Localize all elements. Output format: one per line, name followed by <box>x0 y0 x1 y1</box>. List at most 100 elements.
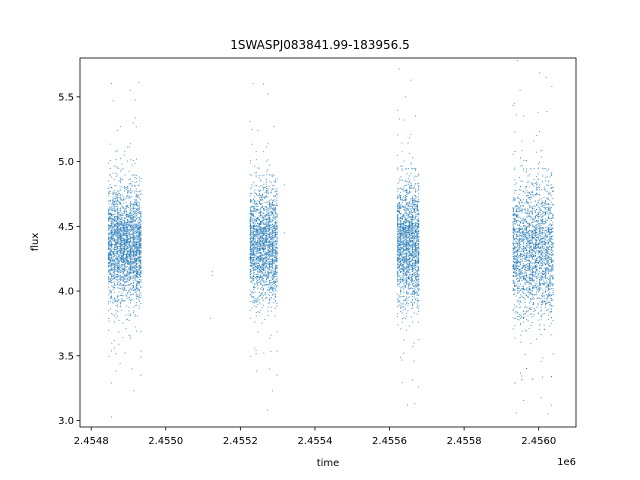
data-point <box>254 263 256 265</box>
data-point <box>114 260 116 262</box>
data-point <box>111 263 113 265</box>
data-point <box>260 197 262 199</box>
data-point <box>273 188 275 190</box>
data-point <box>138 219 140 221</box>
data-point <box>251 244 253 246</box>
data-point <box>266 185 268 187</box>
data-point <box>261 227 263 229</box>
data-point <box>267 274 269 276</box>
data-point <box>261 249 263 251</box>
data-point <box>254 302 256 304</box>
data-point <box>266 265 268 267</box>
data-point <box>124 224 126 226</box>
data-point <box>108 300 110 302</box>
data-point <box>135 226 137 228</box>
data-point <box>125 206 127 208</box>
data-point <box>271 201 273 203</box>
data-point <box>261 257 263 259</box>
data-point <box>250 270 252 272</box>
data-point <box>111 342 113 344</box>
data-point <box>110 296 112 298</box>
data-point <box>135 200 137 202</box>
data-point <box>263 244 265 246</box>
data-point <box>136 238 138 240</box>
data-point <box>109 213 111 215</box>
data-point <box>268 204 270 206</box>
data-point <box>140 266 142 268</box>
data-point <box>109 208 111 210</box>
data-point <box>410 197 412 199</box>
data-point <box>274 289 276 291</box>
data-point <box>119 235 121 237</box>
data-point <box>260 244 262 246</box>
data-point <box>115 370 117 372</box>
data-point <box>122 227 124 229</box>
data-point <box>118 217 120 219</box>
data-point <box>125 214 127 216</box>
data-point <box>255 233 257 235</box>
data-point <box>266 230 268 232</box>
data-point <box>117 263 119 265</box>
data-point <box>108 259 110 261</box>
data-point <box>109 264 111 266</box>
data-point <box>261 236 263 238</box>
data-point <box>258 186 260 188</box>
data-point <box>276 290 278 292</box>
data-point <box>255 262 257 264</box>
data-point <box>117 209 119 211</box>
data-point <box>121 220 123 222</box>
data-point <box>274 205 276 207</box>
data-point <box>134 213 136 215</box>
data-point <box>118 250 120 252</box>
data-point <box>254 255 256 257</box>
data-point <box>256 205 258 207</box>
data-point <box>118 343 120 345</box>
data-point <box>273 215 275 217</box>
data-point <box>120 178 122 180</box>
data-point <box>125 216 127 218</box>
data-point <box>265 191 267 193</box>
data-point <box>276 199 278 201</box>
data-point <box>132 258 134 260</box>
data-point <box>257 208 259 210</box>
data-point <box>115 265 117 267</box>
data-point <box>129 271 131 273</box>
data-point <box>138 264 140 266</box>
data-point <box>133 271 135 273</box>
data-point <box>255 202 257 204</box>
data-point <box>263 268 265 270</box>
data-point <box>121 228 123 230</box>
data-point <box>254 291 256 293</box>
data-point <box>128 268 130 270</box>
data-point <box>130 256 132 258</box>
data-point <box>119 254 121 256</box>
data-point <box>415 236 417 238</box>
data-point <box>252 206 254 208</box>
data-point <box>412 232 414 234</box>
data-point <box>124 273 126 275</box>
data-point <box>122 337 124 339</box>
data-point <box>264 267 266 269</box>
data-point <box>140 261 142 263</box>
data-point <box>108 228 110 230</box>
data-point <box>114 245 116 247</box>
data-point <box>113 286 115 288</box>
data-point <box>108 211 110 213</box>
data-point <box>255 274 257 276</box>
data-point <box>249 236 251 238</box>
data-point <box>121 295 123 297</box>
data-point <box>271 228 273 230</box>
data-point <box>276 281 278 283</box>
data-point <box>139 238 140 240</box>
data-point <box>118 262 120 264</box>
data-point <box>113 189 115 191</box>
data-point <box>112 289 114 291</box>
data-point <box>271 287 273 289</box>
data-point <box>251 175 253 177</box>
data-point <box>124 284 126 286</box>
data-point <box>261 256 263 258</box>
data-point <box>131 247 133 249</box>
data-point <box>124 252 126 254</box>
data-point <box>140 199 142 201</box>
data-point <box>112 201 114 203</box>
